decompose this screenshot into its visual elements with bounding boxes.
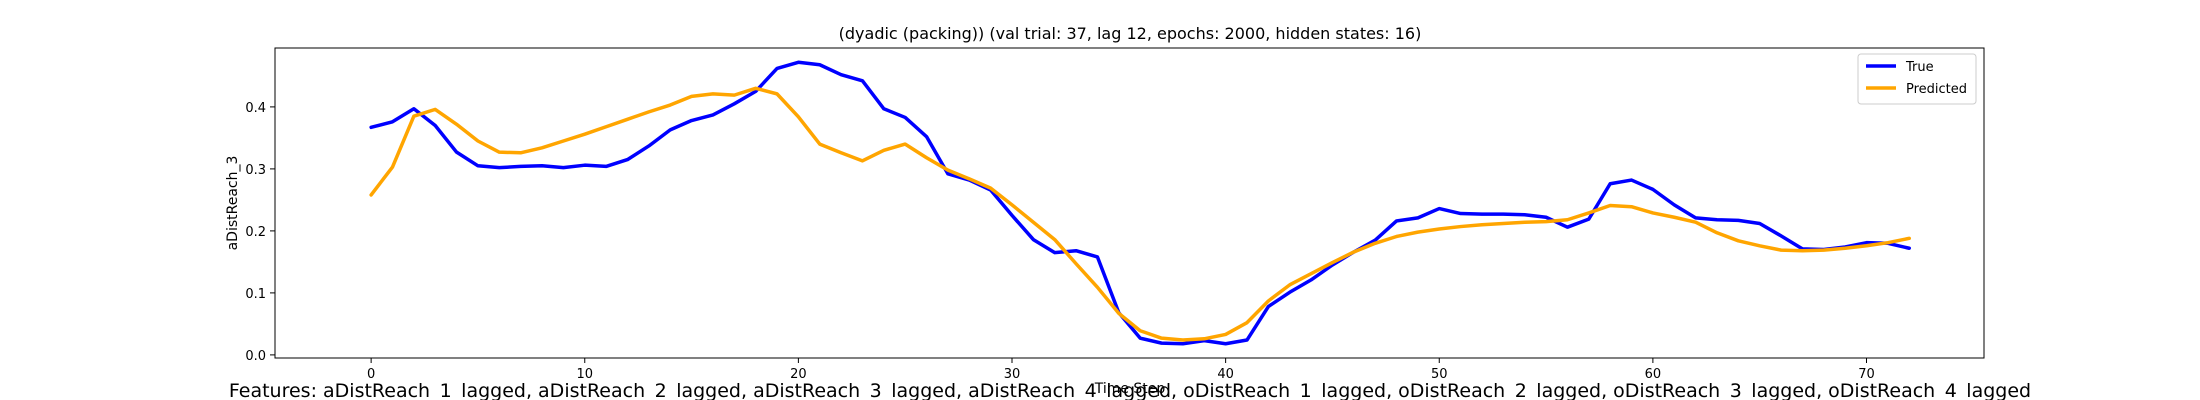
series-line-true [369,60,1911,346]
y-tick-label: 0.1 [245,287,266,302]
x-tick-label: 40 [1217,367,1234,382]
x-tick-label: 70 [1858,367,1875,382]
x-tick-label: 50 [1431,367,1448,382]
y-axis-label: aDistReach_3 [225,156,241,251]
legend-label-predicted: Predicted [1906,82,1967,97]
y-tick-label: 0.2 [245,225,266,240]
x-tick-label: 10 [576,367,593,382]
y-axis: 0.0 0.1 0.2 0.3 0.4 [245,101,275,364]
y-tick-label: 0.3 [245,163,266,178]
legend-label-true: True [1905,60,1934,75]
x-axis-label: Time Step [1094,381,1166,397]
plot-area-frame [274,47,1985,359]
x-tick-label: 0 [367,367,375,382]
series-layer [369,60,1911,346]
features-footer: Features: aDistReach_1_lagged, aDistReac… [229,380,2031,400]
x-axis: 0 10 20 30 40 50 60 70 [367,358,1875,382]
chart-title: (dyadic (packing)) (val trial: 37, lag 1… [839,24,1422,43]
x-tick-label: 20 [790,367,807,382]
x-tick-label: 30 [1004,367,1021,382]
y-tick-label: 0.4 [245,101,266,116]
y-tick-label: 0.0 [245,349,266,364]
legend: True Predicted [1857,53,1977,105]
series-line-predicted [369,86,1911,342]
x-tick-label: 60 [1645,367,1662,382]
